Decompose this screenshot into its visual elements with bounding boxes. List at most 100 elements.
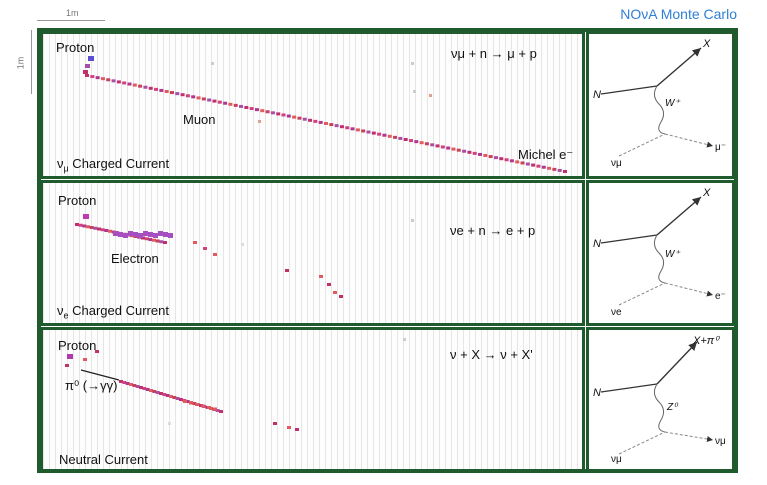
nc-shower-hit [207,406,211,409]
feynman-numu-lepton-label: μ⁻ [715,142,727,153]
nue-cc-equation: νe + n → e + p [450,223,536,238]
numu-track-hit [382,133,387,137]
nue-shower-hit [327,283,331,286]
nue-noise-hit [411,219,414,222]
feynman-numu-in-label: N [593,89,601,101]
numu-cc-title: νμ Charged Current [57,156,170,174]
nc-track-hit [172,396,177,399]
numu-track-hit [472,151,477,155]
numu-track-hit [440,145,445,149]
numu-track-hit [355,128,360,132]
numu-track-hit [207,98,212,102]
nc-noise-hit [168,422,171,425]
numu-track-hit [154,87,159,91]
nue-shower-hit [213,253,217,256]
nue-track-hit [104,229,109,232]
nue-track-hit [163,241,167,244]
numu-track-hit [339,125,344,129]
numu-track-hit [435,144,440,148]
nue-track-hit [155,239,160,243]
numu-track-hit [414,140,419,144]
nc-shower-hit [295,428,299,431]
nc-track-hit [135,385,140,388]
nc-track-hit [175,397,180,400]
numu-track-hit [446,146,451,150]
numu-track-hit [85,74,89,77]
numu-track-hit [462,149,467,153]
nc-track-hit [142,387,147,390]
nc-track-hit [155,391,160,394]
nue-shower-hit [118,232,123,237]
numu-track-hit [366,130,371,134]
feynman-nue-out-label: X [703,187,711,199]
numu-proton-hit [88,56,94,61]
nc-track-hit [185,400,190,403]
nc-proton-label: Proton [58,338,97,353]
credit-label: NOνA Monte Carlo [620,6,737,22]
numu-track-hit [324,122,328,125]
nc-track-hit [125,382,130,385]
feynman-diagram-nc: N X+π⁰ Z⁰ νμ νμ [586,327,735,472]
nue-shower-hit [153,233,158,238]
event-panel-nue-cc: Proton Electron νe Charged Current νe + … [40,180,585,326]
numu-track-hit [270,111,275,115]
nc-shower-hit [201,404,205,408]
scale-label-horizontal: 1m [66,8,79,18]
nc-proton-hit [67,354,73,359]
numu-track-hit [313,119,318,123]
numu-track-hit [164,90,169,93]
numu-track-hit [233,103,238,107]
nue-track-hit [148,238,153,241]
nue-track-hit [144,237,149,241]
nue-cc-title: νe Charged Current [57,303,169,321]
numu-track-hit [249,107,254,111]
nue-shower-hit [123,233,128,238]
nc-equation: ν + X → ν + X' [450,347,533,362]
numu-noise-hit [429,94,432,97]
feynman-nue-lepton-label: e⁻ [715,291,726,302]
numu-track-hit [143,85,148,89]
nc-track-hit [132,384,137,387]
feynman-nc-out-label: X+π⁰ [693,335,719,347]
nc-hit [83,358,87,361]
nc-track-hit [162,393,167,396]
numu-track-hit [228,102,233,106]
nue-cc-track-label: Electron [111,251,159,266]
nue-track-hit [108,229,112,233]
nue-track-hit [82,224,87,228]
nc-track-hit [129,383,133,386]
nc-proton-hit [65,364,69,367]
nc-track-hit [219,410,223,413]
numu-track-hit [552,167,557,171]
numu-track-hit [334,124,339,128]
nc-hits [65,338,406,431]
feynman-lines-numu-cc [600,47,714,157]
numu-track-hit [122,81,127,85]
nue-shower-hit [203,247,207,250]
event-panel-nc: Proton π⁰ (→γγ) Neutral Current ν + X → … [40,327,585,472]
numu-track-hit [223,101,228,105]
numu-track-hit [90,75,95,79]
nc-shower-hit [287,426,291,429]
numu-track-hit [217,100,222,104]
numu-track-hit [488,155,493,159]
numu-track-hit [276,112,281,116]
numu-cc-equation: νμ + n → μ + p [451,46,537,61]
nue-shower-hit [285,269,289,272]
nue-track-hit [93,226,98,230]
numu-track-hit [478,152,483,156]
numu-track-hit [297,116,302,120]
numu-track-hit [318,120,323,124]
numu-track-hit [520,161,525,165]
scale-bar-vertical [31,30,32,94]
numu-track-hit [308,118,313,122]
nue-track-hit [75,223,79,226]
nc-track-hit [159,392,163,395]
numu-track-hit [504,158,509,162]
nue-shower-hit [158,231,163,236]
feynman-numu-boson-label: W⁺ [665,98,680,109]
nue-shower-hit [148,232,153,237]
numu-track-hit [239,104,244,108]
numu-proton-hit [83,70,88,74]
nc-track-hit [122,381,127,384]
